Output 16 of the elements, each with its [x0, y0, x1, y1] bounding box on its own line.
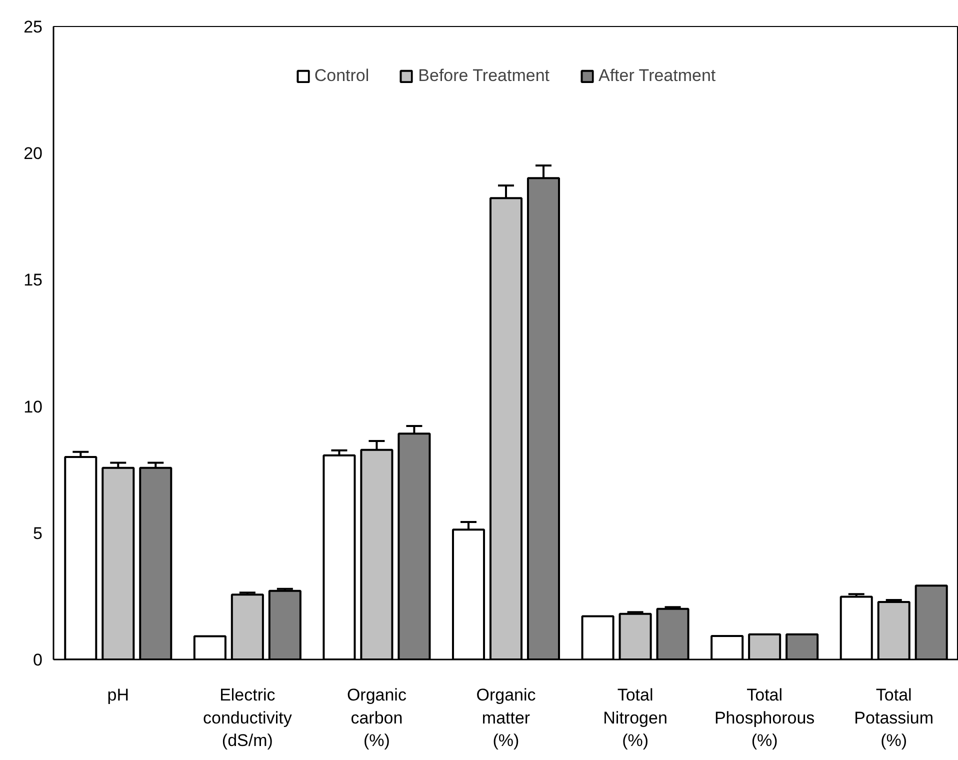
legend-label: Control [314, 66, 370, 86]
x-tick-label: Total Nitrogen (%) [603, 686, 668, 750]
y-tick-label: 20 [24, 144, 43, 164]
y-tick-label: 10 [24, 397, 43, 416]
y-tick-label: 25 [24, 18, 43, 36]
x-tick-label: pH [107, 686, 130, 704]
x-tick-label: Organic carbon (%) [346, 686, 407, 750]
legend-label: Before Treatment [418, 66, 550, 86]
y-tick-label: 0 [33, 650, 43, 670]
y-tick-label: 5 [33, 524, 43, 543]
x-tick-label: Total Potassium (%) [854, 686, 934, 750]
x-tick-label: Total Phosphorous (%) [714, 686, 815, 750]
legend-label: After Treatment [598, 66, 716, 86]
x-tick-label: Electric conductivity (dS/m) [203, 686, 292, 750]
y-tick-label: 15 [24, 270, 43, 290]
x-tick-label: Organic matter (%) [476, 686, 536, 750]
